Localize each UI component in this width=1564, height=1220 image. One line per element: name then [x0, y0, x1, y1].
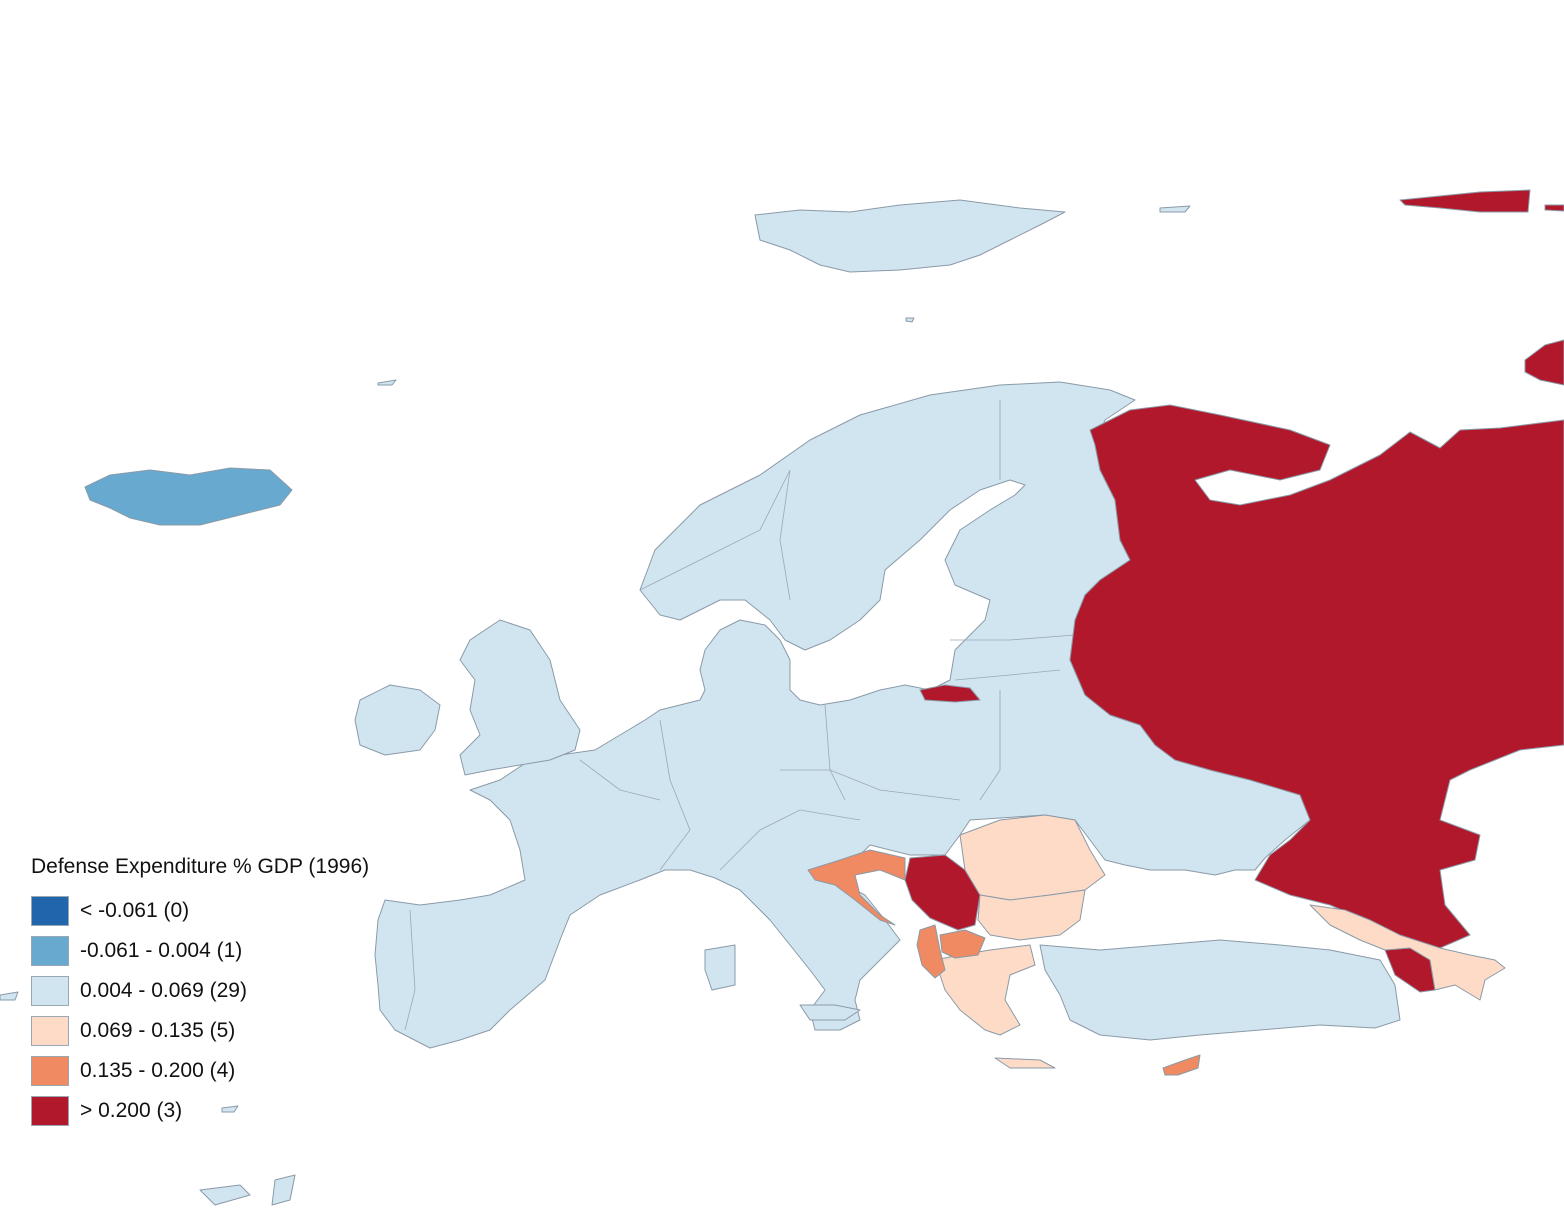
- region-cyprus: [1162, 1054, 1201, 1076]
- country-borders: [404, 400, 1076, 1031]
- legend-item: 0.004 - 0.069 (29): [31, 971, 369, 1011]
- legend-label: -0.061 - 0.004 (1): [80, 939, 243, 962]
- legend-swatch: [31, 1056, 69, 1086]
- legend-item: < -0.061 (0): [31, 891, 369, 931]
- legend-item: 0.069 - 0.135 (5): [31, 1011, 369, 1051]
- region-macedonia: [939, 929, 986, 959]
- region-greece: [934, 944, 1056, 1069]
- legend-item: 0.135 - 0.200 (4): [31, 1051, 369, 1091]
- region-romania: [959, 814, 1106, 901]
- map-legend: Defense Expenditure % GDP (1996) < -0.06…: [31, 855, 369, 1131]
- region-serbia: [904, 854, 981, 931]
- legend-label: > 0.200 (3): [80, 1099, 183, 1122]
- legend-swatch: [31, 1016, 69, 1046]
- region-russia: [919, 189, 1564, 949]
- legend-label: < -0.061 (0): [80, 899, 190, 922]
- legend-item: -0.061 - 0.004 (1): [31, 931, 369, 971]
- legend-swatch: [31, 936, 69, 966]
- region-iceland: [84, 467, 293, 526]
- legend-label: 0.135 - 0.200 (4): [80, 1059, 236, 1082]
- legend-label: 0.004 - 0.069 (29): [80, 979, 247, 1002]
- legend-label: 0.069 - 0.135 (5): [80, 1019, 236, 1042]
- legend-swatch: [31, 1096, 69, 1126]
- region-bulgaria: [977, 889, 1086, 941]
- region-croatia: [807, 849, 906, 926]
- legend-item: > 0.200 (3): [31, 1091, 369, 1131]
- legend-swatch: [31, 896, 69, 926]
- legend-title: Defense Expenditure % GDP (1996): [31, 855, 370, 878]
- region-georgia-azerbaijan: [1309, 904, 1506, 1001]
- legend-swatch: [31, 976, 69, 1006]
- region-albania: [916, 924, 946, 979]
